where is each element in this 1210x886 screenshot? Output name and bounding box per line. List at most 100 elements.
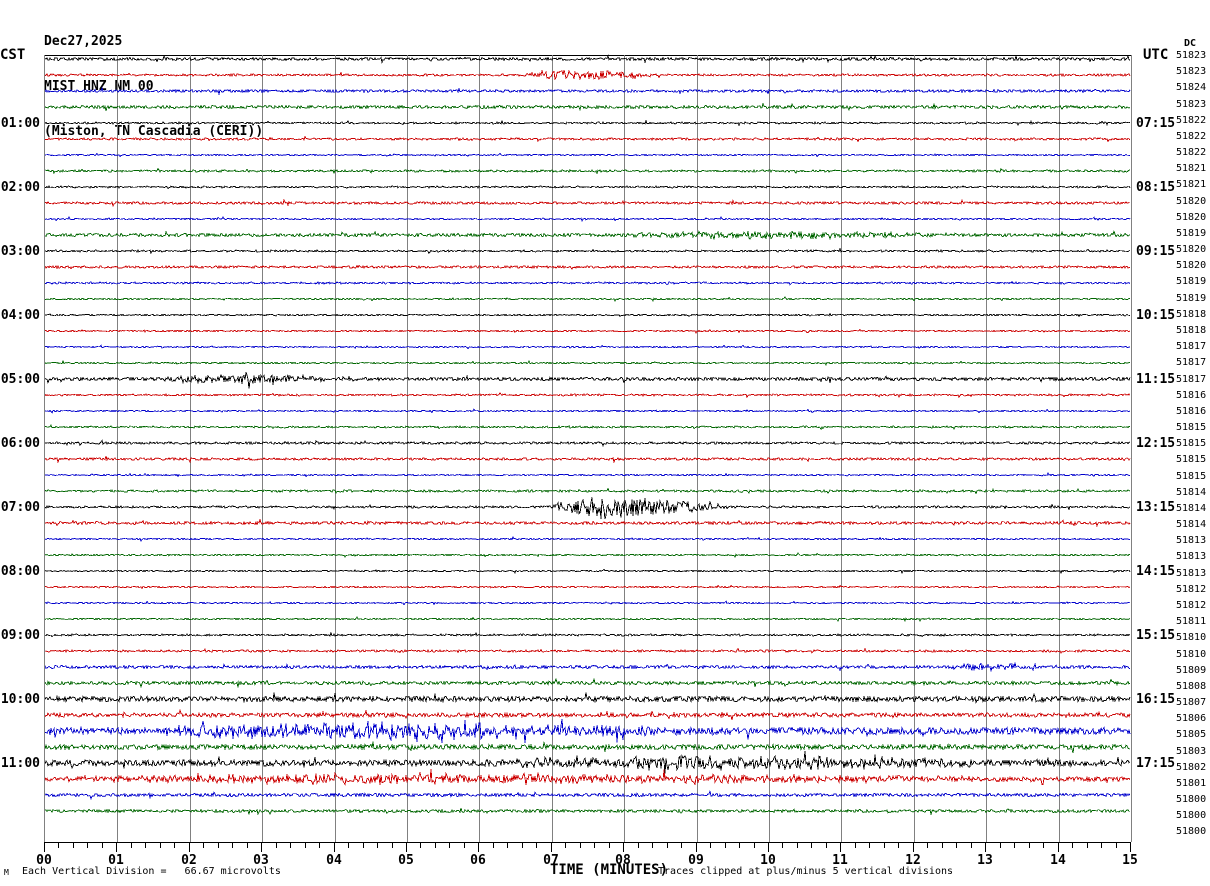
x-axis-minor-tick [1072,843,1073,848]
vertical-gridline [1059,55,1060,842]
x-axis-major-tick [334,843,335,852]
x-axis-minor-tick [956,843,957,848]
dc-offset-value: 51816 [1176,405,1207,417]
dc-offset-value: 51814 [1176,486,1207,498]
seismic-trace-row [45,460,1131,490]
x-axis-minor-tick [145,843,146,848]
x-axis-minor-tick [1101,843,1102,848]
seismic-trace-row [45,300,1131,330]
x-axis-minor-tick [898,843,899,848]
x-axis-tick-label: 02 [181,853,197,868]
dc-offset-value: 51821 [1176,163,1207,175]
dc-offset-value: 51819 [1176,292,1207,304]
cst-hour-label: 09:00 [0,628,40,643]
x-axis-major-tick [985,843,986,852]
seismic-trace-row [45,236,1131,266]
dc-offset-value: 51812 [1176,600,1207,611]
x-axis-minor-tick [363,843,364,848]
x-axis-minor-tick [420,843,421,848]
utc-hour-label: 12:15 [1136,436,1176,451]
x-axis-major-tick [696,843,697,852]
vertical-gridline [552,55,553,842]
x-axis-major-tick [261,843,262,852]
x-axis-major-tick [913,843,914,852]
dc-offset-value: 51822 [1176,147,1207,159]
vertical-gridline [986,55,987,842]
dc-offset-value: 51800 [1176,794,1207,806]
seismic-trace-row [45,572,1131,602]
seismic-trace-row [45,636,1131,666]
dc-offset-value: 51815 [1176,454,1207,466]
x-axis-minor-tick [754,843,755,848]
dc-offset-value: 51807 [1176,697,1207,709]
x-axis-minor-tick [131,843,132,848]
seismic-trace-row [45,700,1131,730]
seismic-trace-row [45,108,1131,138]
seismic-trace-row [45,172,1131,202]
seismogram-plot-area[interactable] [44,53,1132,842]
seismic-trace-row [45,732,1131,762]
footer-m-mark: M [4,868,9,877]
x-axis-tick-label: 03 [253,853,269,868]
x-axis-major-tick [1058,843,1059,852]
x-axis-tick-label: 07 [543,853,559,868]
vertical-gridline [335,55,336,842]
x-axis-major-tick [840,843,841,852]
x-axis-major-tick [551,843,552,852]
x-axis-minor-tick [609,843,610,848]
dc-offset-value: 51823 [1176,98,1207,110]
seismic-trace-row [45,492,1131,522]
cst-hour-label: 05:00 [0,372,40,387]
x-axis-minor-tick [305,843,306,848]
x-axis-minor-tick [971,843,972,848]
dc-offset-value: 51822 [1176,130,1207,142]
x-axis-minor-tick [811,843,812,848]
cst-hour-label: 10:00 [0,692,40,707]
x-axis-minor-tick [826,843,827,848]
seismic-trace-row [45,124,1131,154]
seismic-trace-row [45,60,1131,90]
seismic-trace-row [45,684,1131,714]
seismic-trace-row [45,364,1131,394]
dc-offset-value: 51801 [1176,777,1207,789]
seismic-trace-row [45,620,1131,650]
seismic-trace-row [45,652,1131,682]
seismic-trace-row [45,412,1131,442]
utc-hour-label: 10:15 [1136,308,1176,323]
x-axis-minor-tick [218,843,219,848]
x-axis-minor-tick [247,843,248,848]
vertical-gridline [190,55,191,842]
utc-hour-label: 16:15 [1136,692,1176,707]
dc-column-header: DC [1184,38,1197,49]
dc-offset-value: 51815 [1176,470,1207,482]
x-axis-minor-tick [927,843,928,848]
x-axis-tick-label: 11 [832,853,848,868]
x-axis-line [44,842,1131,843]
x-axis-tick-label: 04 [326,853,342,868]
x-axis-minor-tick [739,843,740,848]
dc-offset-value: 51818 [1176,308,1207,320]
seismic-trace-row [45,188,1131,218]
x-axis-minor-tick [464,843,465,848]
x-axis-minor-tick [160,843,161,848]
x-axis-tick-label: 15 [1122,853,1138,868]
header-date: Dec27,2025 [44,34,123,49]
dc-offset-value: 51824 [1176,82,1207,94]
x-axis-minor-tick [319,843,320,848]
dc-offset-value: 51823 [1176,50,1207,61]
clip-note: Traces clipped at plus/minus 5 vertical … [658,866,954,877]
seismic-trace-row [45,588,1131,618]
x-axis-minor-tick [232,843,233,848]
seismic-trace-row [45,796,1131,826]
x-axis-minor-tick [667,843,668,848]
x-axis-minor-tick [522,843,523,848]
vertical-gridline [407,55,408,842]
seismic-trace-row [45,508,1131,538]
cst-hour-label: 06:00 [0,436,40,451]
dc-offset-value: 51800 [1176,826,1207,838]
seismic-trace-row [45,396,1131,426]
x-axis-minor-tick [681,843,682,848]
dc-offset-value: 51810 [1176,632,1207,644]
left-axis-label: CST [0,47,26,63]
